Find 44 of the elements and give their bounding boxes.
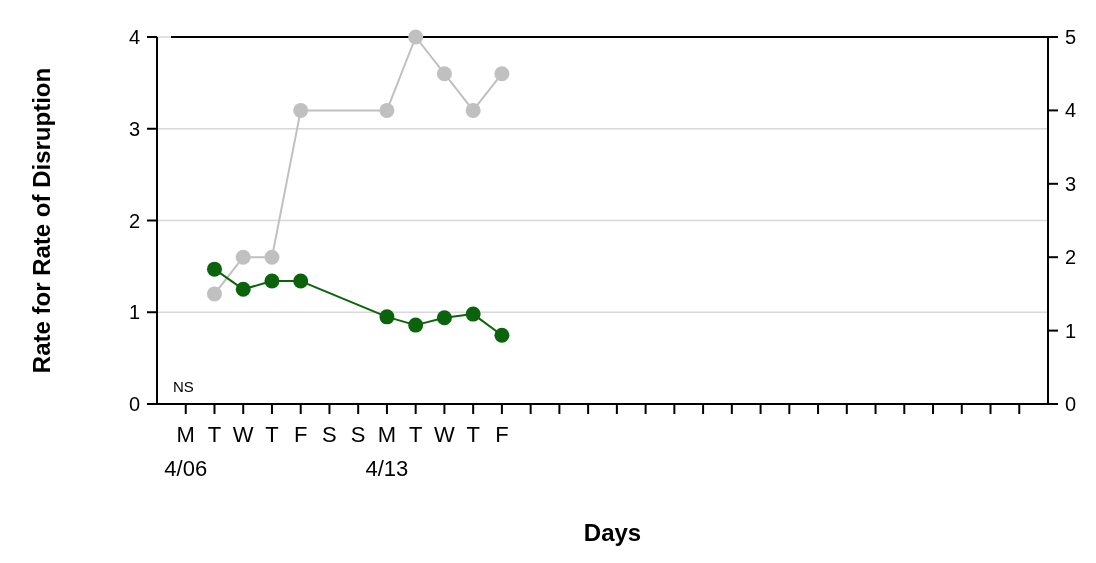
y-tick-label: 0 bbox=[128, 393, 140, 415]
point bbox=[235, 249, 251, 265]
point bbox=[408, 317, 424, 333]
y-tick-label: 2 bbox=[128, 209, 140, 232]
x-tick-label: S bbox=[322, 422, 337, 447]
point bbox=[408, 29, 424, 45]
x-tick-label: T bbox=[265, 422, 279, 447]
point bbox=[379, 309, 395, 325]
point bbox=[379, 102, 395, 118]
y2-tick-label: 4 bbox=[1065, 99, 1077, 122]
point bbox=[206, 286, 222, 302]
x-tick-label: T bbox=[408, 422, 423, 447]
point bbox=[465, 306, 481, 322]
x-tick-label: W bbox=[434, 422, 456, 447]
point bbox=[465, 102, 481, 118]
x-tick-label: M 4/13 bbox=[365, 422, 409, 481]
point bbox=[206, 261, 222, 277]
y2-tick-label: 2 bbox=[1065, 246, 1077, 269]
point bbox=[264, 249, 280, 265]
x-tick-label: F bbox=[495, 422, 509, 447]
x-axis-title: Days bbox=[583, 519, 642, 546]
point bbox=[436, 310, 452, 326]
x-tick-label: T bbox=[466, 422, 480, 447]
x-tick-label: M 4/06 bbox=[164, 422, 208, 481]
y2-tick-label: 3 bbox=[1065, 172, 1077, 195]
y2-tick-label: 0 bbox=[1065, 393, 1077, 415]
y2-tick-label: 5 bbox=[1065, 26, 1077, 48]
point bbox=[293, 273, 309, 289]
y-tick-label: 1 bbox=[128, 301, 140, 324]
x-tick-label: S bbox=[350, 422, 366, 447]
x-tick-label: F bbox=[293, 422, 308, 447]
point bbox=[494, 327, 510, 343]
annotation: NS bbox=[173, 378, 194, 395]
y2-tick-label: 1 bbox=[1065, 319, 1077, 342]
point bbox=[264, 273, 280, 289]
y-tick-label: 3 bbox=[128, 117, 140, 140]
x-tick-label: T bbox=[207, 422, 222, 447]
point bbox=[436, 66, 452, 82]
point bbox=[235, 281, 251, 297]
x-tick-label: W bbox=[232, 422, 254, 447]
point bbox=[494, 66, 510, 82]
y-axis-title: Rate for Rate of Disruption bbox=[28, 67, 55, 374]
point bbox=[293, 102, 309, 118]
y-tick-label: 4 bbox=[128, 26, 140, 48]
